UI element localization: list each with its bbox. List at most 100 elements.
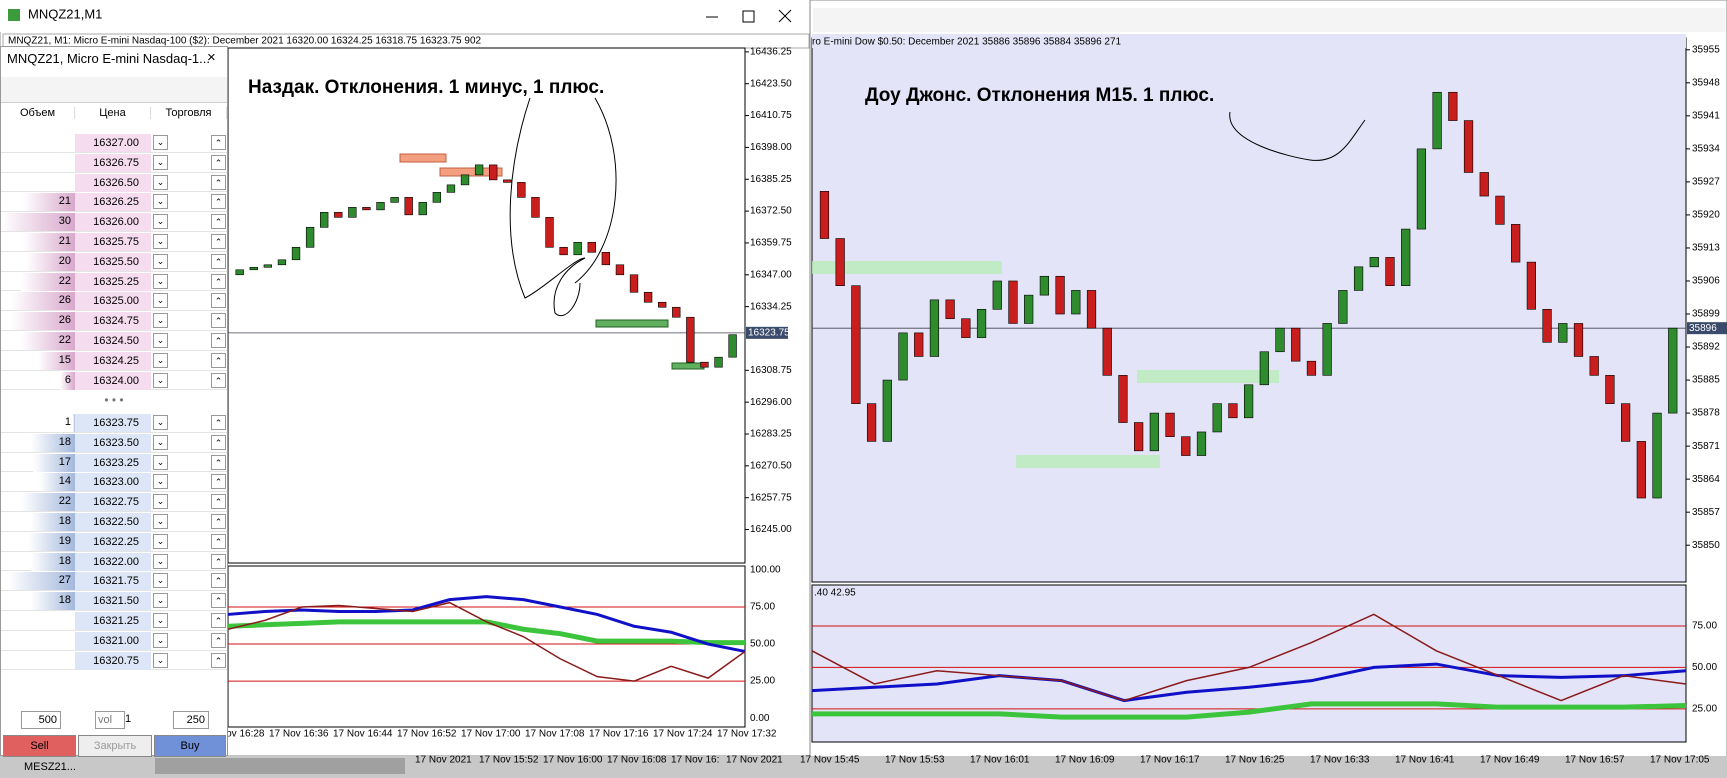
x-tick-label: 17 Nov 2021 (726, 755, 783, 766)
candle (1558, 323, 1568, 343)
buy-button[interactable]: Buy (154, 735, 226, 757)
order-up[interactable]: ⌃ (211, 652, 226, 668)
y-tick-label: 75.00 (1692, 621, 1717, 632)
order-dropdown[interactable]: ⌄ (153, 632, 168, 648)
window-tab[interactable]: MESZ21... (24, 761, 76, 773)
order-up[interactable]: ⌃ (211, 474, 226, 490)
candle (291, 247, 301, 261)
row-line (1, 212, 227, 232)
volume: 26 (58, 294, 71, 307)
right-chart-area (811, 37, 1687, 583)
zone (671, 362, 705, 370)
order-up[interactable]: ⌃ (211, 533, 226, 549)
order-dropdown[interactable]: ⌄ (153, 415, 168, 430)
volume-input[interactable]: 500 (21, 711, 61, 729)
column-header: Объем (1, 107, 75, 119)
order-up[interactable]: ⌃ (211, 273, 226, 289)
candle (320, 212, 329, 228)
order-dropdown[interactable]: ⌄ (153, 135, 168, 150)
order-dropdown[interactable]: ⌄ (153, 454, 168, 470)
order-up[interactable]: ⌃ (211, 214, 226, 230)
x-tick-label: 17 Nov 17:08 (525, 729, 585, 740)
order-up[interactable]: ⌃ (211, 333, 226, 348)
order-up[interactable]: ⌃ (211, 154, 226, 170)
order-up[interactable]: ⌃ (211, 135, 226, 150)
order-up[interactable]: ⌃ (211, 174, 226, 190)
y-tick-label: 35850 (1692, 540, 1720, 551)
order-dropdown[interactable]: ⌄ (153, 652, 168, 668)
order-up[interactable]: ⌃ (211, 313, 226, 329)
price-cell: 16324.25 (75, 351, 151, 370)
lots-input[interactable]: 1 (125, 713, 132, 725)
candle (460, 174, 470, 186)
order-dropdown[interactable]: ⌄ (153, 253, 168, 269)
order-up[interactable]: ⌃ (211, 253, 226, 269)
order-dropdown[interactable]: ⌄ (153, 194, 168, 210)
order-dropdown[interactable]: ⌄ (153, 273, 168, 289)
order-dropdown[interactable]: ⌄ (153, 434, 168, 450)
order-dropdown[interactable]: ⌄ (153, 553, 168, 569)
order-up[interactable]: ⌃ (211, 454, 226, 470)
y-tick-label: 35906 (1692, 276, 1720, 287)
order-dropdown[interactable]: ⌄ (153, 573, 168, 589)
depth-input[interactable]: 250 (173, 711, 209, 729)
candle (1668, 327, 1678, 414)
volume: 14 (58, 475, 71, 488)
order-dropdown[interactable]: ⌄ (153, 514, 168, 529)
mode-input[interactable]: vol (95, 711, 125, 729)
candle (545, 217, 554, 248)
order-dropdown[interactable]: ⌄ (153, 352, 168, 368)
indicator-line (811, 662, 1687, 703)
order-up[interactable]: ⌃ (211, 632, 226, 648)
candle (714, 356, 723, 368)
order-dropdown[interactable]: ⌄ (153, 474, 168, 490)
volume: 22 (58, 274, 71, 287)
current-price-label: 16323.75 (748, 327, 790, 338)
candle (914, 332, 924, 357)
close-position-button[interactable]: Закрыть (78, 735, 152, 757)
candle (1526, 261, 1536, 310)
candle (334, 212, 343, 218)
order-dropdown[interactable]: ⌄ (153, 154, 168, 170)
order-up[interactable]: ⌃ (211, 613, 226, 628)
y-tick-label: 75.00 (750, 602, 775, 613)
candle (1463, 120, 1474, 173)
order-dropdown[interactable]: ⌄ (153, 593, 168, 609)
order-up[interactable]: ⌃ (211, 514, 226, 529)
order-up[interactable]: ⌃ (211, 234, 226, 249)
order-up[interactable]: ⌃ (211, 553, 226, 569)
x-tick-label: 17 Nov 17:05 (1650, 755, 1710, 766)
order-dropdown[interactable]: ⌄ (153, 533, 168, 549)
maximize-button[interactable] (742, 10, 755, 23)
order-up[interactable]: ⌃ (211, 494, 226, 510)
order-up[interactable]: ⌃ (211, 573, 226, 589)
order-dropdown[interactable]: ⌄ (153, 214, 168, 230)
order-dropdown[interactable]: ⌄ (153, 234, 168, 249)
order-dropdown[interactable]: ⌄ (153, 333, 168, 348)
row-line (1, 532, 227, 552)
order-dropdown[interactable]: ⌄ (153, 174, 168, 190)
price-cell: 16326.00 (75, 213, 151, 232)
sell-button[interactable]: Sell (3, 735, 76, 757)
order-up[interactable]: ⌃ (211, 293, 226, 309)
candle (305, 227, 315, 248)
candle (1039, 275, 1050, 296)
order-up[interactable]: ⌃ (211, 593, 226, 609)
y-tick-label: 35920 (1692, 210, 1720, 221)
candle (1228, 403, 1238, 419)
order-dropdown[interactable]: ⌄ (153, 293, 168, 309)
order-up[interactable]: ⌃ (211, 194, 226, 210)
order-dropdown[interactable]: ⌄ (153, 372, 168, 388)
order-up[interactable]: ⌃ (211, 434, 226, 450)
close-button[interactable] (778, 9, 792, 23)
order-up[interactable]: ⌃ (211, 372, 226, 388)
order-up[interactable]: ⌃ (211, 352, 226, 368)
order-dropdown[interactable]: ⌄ (153, 494, 168, 510)
toolbar (1, 77, 227, 103)
order-up[interactable]: ⌃ (211, 415, 226, 430)
order-dropdown[interactable]: ⌄ (153, 613, 168, 628)
close-button[interactable]: × (207, 49, 216, 66)
order-dropdown[interactable]: ⌄ (153, 313, 168, 329)
x-tick-label: 17 Nov 16:52 (397, 729, 457, 740)
